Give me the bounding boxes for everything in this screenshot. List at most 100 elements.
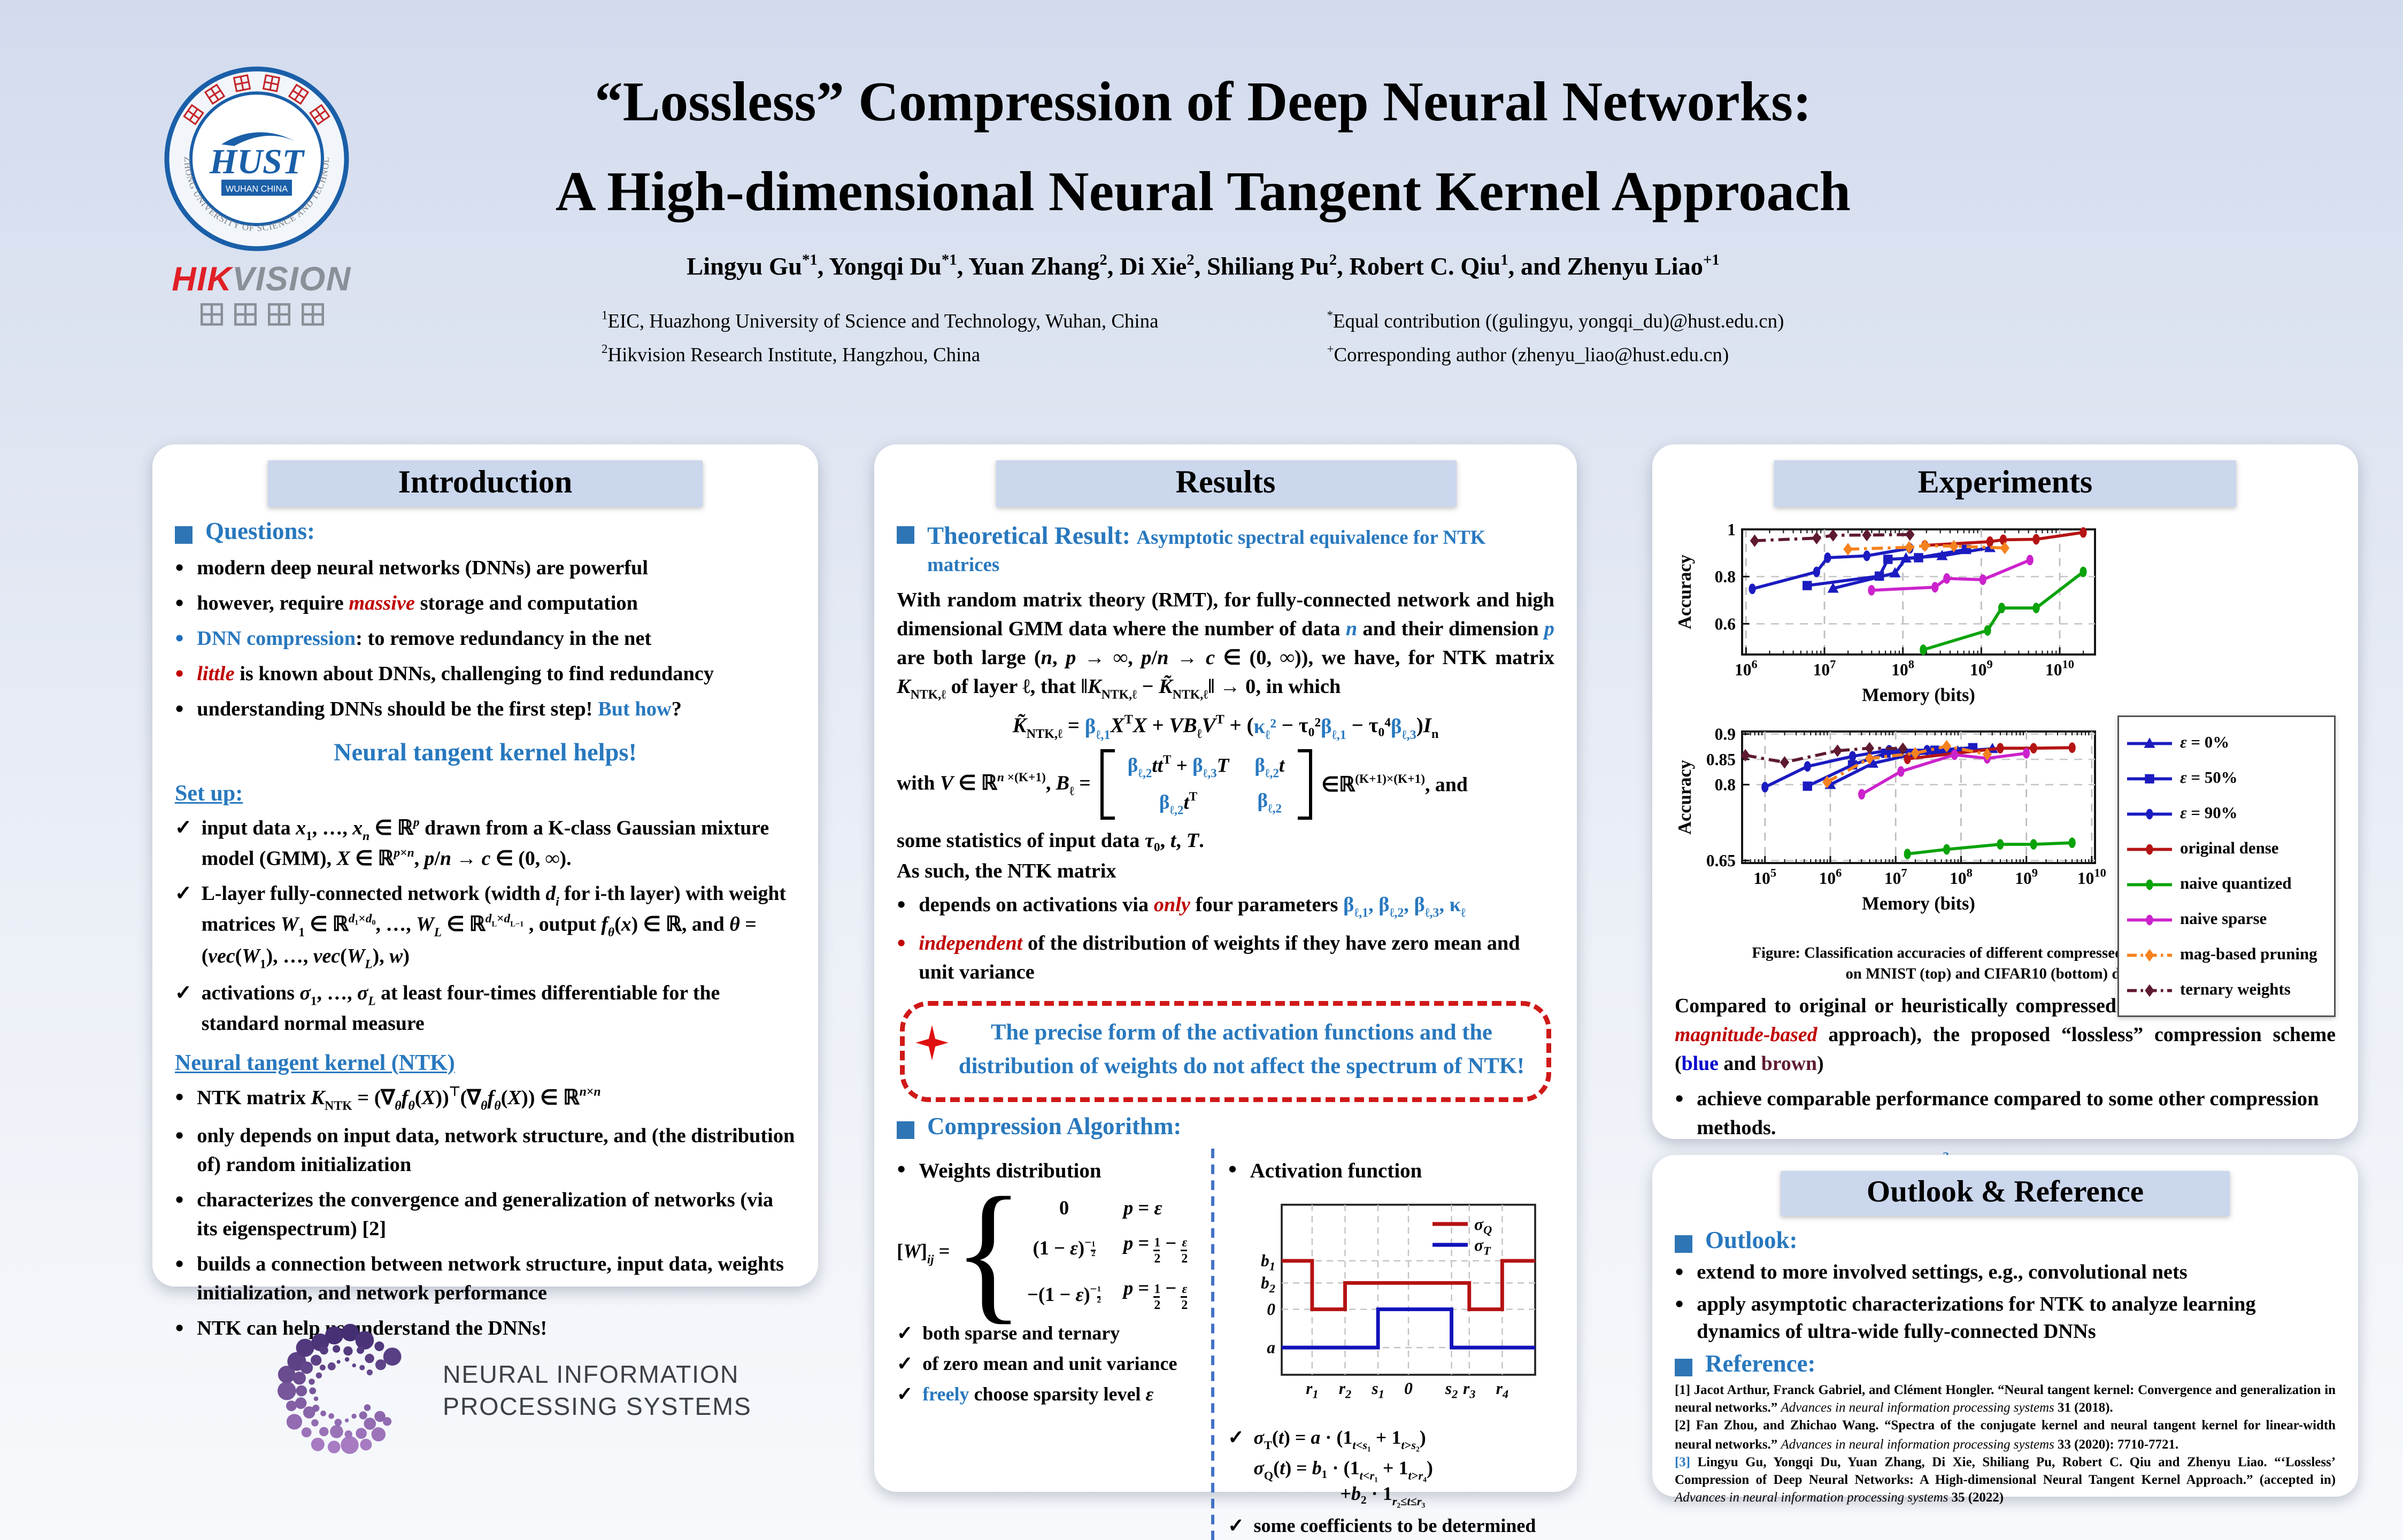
svg-text:108: 108 bbox=[1950, 866, 1973, 888]
question-item: ● DNN compression: to remove redundancy i… bbox=[175, 625, 796, 653]
with-v-text: with V ∈ ℝn ×(K+1), Bℓ = bbox=[897, 771, 1091, 799]
dashed-divider bbox=[1212, 1149, 1215, 1540]
bullet-icon: ● bbox=[175, 595, 184, 612]
hikvision-logo: HIKVISION bbox=[141, 261, 382, 337]
legend-entry: ε = 0% bbox=[2125, 725, 2328, 760]
check-icon: ✓ bbox=[1228, 1515, 1244, 1538]
bullet-icon: ● bbox=[175, 1090, 184, 1106]
hust-chinese-name-glyphs bbox=[183, 74, 330, 126]
hikvision-hik: HIK bbox=[172, 261, 233, 298]
matrix-cell: βℓ,2 bbox=[1257, 790, 1282, 817]
bullet-icon: ● bbox=[1228, 1161, 1237, 1178]
setup-item: ✓ L-layer fully-connected network (width … bbox=[175, 880, 796, 973]
experiments-header: Experiments bbox=[1774, 460, 2237, 507]
affiliation-2: 2Hikvision Research Institute, Hangzhou,… bbox=[602, 342, 981, 366]
mnist-accuracy-chart: 106 107 108 109 1010 0.6 0.8 1 Accuracy Memory (b… bbox=[1675, 520, 2096, 705]
svg-text:σQ: σQ bbox=[1475, 1215, 1492, 1237]
activation-function-label: ● Activation function bbox=[1228, 1156, 1554, 1185]
accuracy-memory-charts: 106 107 108 109 1010 0.6 0.8 1 Accuracy Memory (b… bbox=[1675, 520, 2336, 1017]
ntk-item: ● only depends on input data, network str… bbox=[175, 1123, 796, 1180]
svg-text:1010: 1010 bbox=[2045, 658, 2074, 680]
brace: { bbox=[953, 1164, 1025, 1337]
svg-text:107: 107 bbox=[1884, 866, 1907, 888]
svg-text:0.85: 0.85 bbox=[1706, 750, 1736, 769]
reference-item: [3] Lingyu Gu, Yongqi Du, Yuan Zhang, Di… bbox=[1675, 1454, 2336, 1505]
matrix-cell: βℓ,2t bbox=[1254, 753, 1285, 780]
svg-text:0.6: 0.6 bbox=[1715, 614, 1736, 633]
poster-title-line2: A High-dimensional Neural Tangent Kernel… bbox=[555, 160, 1851, 223]
hust-banner bbox=[221, 180, 292, 196]
question-item: ● understanding DNNs should be the first … bbox=[175, 696, 796, 725]
outlook-label: Outlook: bbox=[1675, 1229, 2336, 1256]
theoretical-paragraph: With random matrix theory (RMT), for ful… bbox=[897, 589, 1555, 703]
results-panel: Results Theoretical Result: Asymptotic s… bbox=[874, 444, 1577, 1540]
key-message-callout: The precise form of the activation funct… bbox=[900, 1000, 1551, 1103]
svg-text:Accuracy: Accuracy bbox=[1675, 555, 1695, 629]
bullet-icon: ● bbox=[897, 1161, 906, 1178]
coefficients-check: ✓some coefficients to be determined so a… bbox=[1228, 1513, 1554, 1540]
blue-square-icon bbox=[175, 526, 192, 544]
setup-item: ✓ input data x1, …, xn ∈ ℝp drawn from a … bbox=[175, 814, 796, 874]
setup-label: Set up: bbox=[175, 782, 243, 807]
callout-text: The precise form of the activation funct… bbox=[958, 1019, 1525, 1080]
bullet-icon: ● bbox=[1675, 1265, 1684, 1281]
svg-text:s2: s2 bbox=[1445, 1379, 1458, 1401]
result-bullet: ● independent of the distribution of weig… bbox=[897, 931, 1554, 988]
question-item: ● however, require massive storage and co… bbox=[175, 590, 796, 618]
hikvision-wordmark: HIKVISION bbox=[141, 261, 382, 300]
experiments-panel: Experiments 106 107 108 109 1010 0.6 0.8 1 Accur… bbox=[1652, 444, 2358, 1238]
bullet-icon: ● bbox=[1675, 1091, 1684, 1108]
question-item: ● little is known about DNNs, challenging… bbox=[175, 661, 796, 689]
check-icon: ✓ bbox=[175, 882, 192, 905]
b-matrix: βℓ,2ttT + βℓ,3T βℓ,2t βℓ,2tT βℓ,2 bbox=[1125, 750, 1288, 821]
reference-item: [2] Fan Zhou, and Zhichao Wang. “Spectra… bbox=[1675, 1419, 2336, 1451]
ntk-item: ● NTK matrix KNTK = (∇θfθ(X))⊤(∇θfθ(X)) ∈… bbox=[175, 1084, 796, 1116]
weights-distribution-label: ● Weights distribution bbox=[897, 1156, 1199, 1185]
ntk-item: ● builds a connection between network str… bbox=[175, 1251, 796, 1308]
svg-text:r4: r4 bbox=[1496, 1379, 1509, 1401]
star-icon bbox=[915, 1024, 949, 1060]
poster-title-line1: “Lossless” Compression of Deep Neural Ne… bbox=[595, 71, 1812, 133]
sigma-q-formula: σQ(t) = b₁ · (1t<r₁ + 1t>r₄) bbox=[1253, 1456, 1433, 1483]
check-icon: ✓ bbox=[897, 1382, 913, 1405]
svg-text:107: 107 bbox=[1813, 658, 1836, 680]
outlook-bullet: ● apply asymptotic characterizations for … bbox=[1675, 1291, 2336, 1348]
svg-text:0.8: 0.8 bbox=[1715, 567, 1736, 586]
neurips-dots-icon bbox=[278, 1323, 402, 1454]
hikvision-vision: VISION bbox=[232, 261, 351, 298]
ntk-equation: K̃NTK,ℓ = βℓ,1XTX + VBℓVT + (κℓ² − τ₀²βℓ… bbox=[1012, 712, 1439, 742]
legend-entry: original dense bbox=[2125, 831, 2328, 866]
question-item: ● modern deep neural networks (DNNs) are … bbox=[175, 555, 796, 583]
result-bullet: ● depends on activations via only four pa… bbox=[897, 892, 1554, 924]
introduction-panel: Introduction Questions: ● modern deep neu… bbox=[152, 444, 818, 1339]
svg-text:105: 105 bbox=[1753, 866, 1776, 888]
bullet-icon: ● bbox=[175, 1192, 184, 1209]
svg-text:0: 0 bbox=[1267, 1300, 1276, 1319]
hikvision-chinese-glyphs bbox=[201, 303, 324, 326]
svg-text:a: a bbox=[1267, 1338, 1276, 1357]
introduction-header: Introduction bbox=[268, 460, 703, 507]
blue-square-icon bbox=[1675, 1358, 1692, 1376]
svg-text:109: 109 bbox=[1970, 658, 1993, 680]
results-header: Results bbox=[995, 460, 1456, 507]
blue-square-icon bbox=[897, 526, 914, 544]
right-bracket bbox=[1297, 749, 1312, 821]
reference-label: Reference: bbox=[1675, 1352, 2336, 1380]
affiliations: 1EIC, Huazhong University of Science and… bbox=[602, 308, 1981, 368]
bullet-icon: ● bbox=[897, 898, 906, 914]
svg-text:σT: σT bbox=[1475, 1236, 1492, 1258]
svg-text:1: 1 bbox=[1727, 520, 1736, 539]
svg-text:0.9: 0.9 bbox=[1715, 725, 1736, 744]
bullet-icon: ● bbox=[1675, 1296, 1684, 1313]
stats-line: some statistics of input data τ₀, t, T. bbox=[897, 830, 1204, 853]
bullet-icon: ● bbox=[175, 560, 184, 576]
bullet-icon: ● bbox=[897, 936, 906, 953]
chart-legend: ε = 0% ε = 50% ε = 90% original dense naive … bbox=[2117, 715, 2336, 1017]
svg-text:Memory (bits): Memory (bits) bbox=[1862, 685, 1975, 705]
legend-entry: naive quantized bbox=[2125, 866, 2328, 902]
as-such-line: As such, the NTK matrix bbox=[897, 859, 1116, 882]
